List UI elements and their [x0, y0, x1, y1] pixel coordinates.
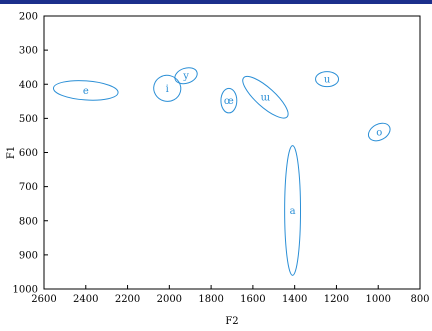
y-tick-label: 1000 [13, 285, 38, 296]
y-tick-label: 200 [19, 12, 38, 23]
vowel-label: u [324, 75, 331, 86]
vowel-ellipse [367, 122, 391, 142]
vowel-ellipse [52, 80, 119, 101]
x-tick-label: 2400 [73, 294, 98, 305]
x-tick-label: 1600 [240, 294, 265, 305]
x-tick-label: 1200 [324, 294, 349, 305]
x-tick-label: 1000 [365, 294, 390, 305]
vowel-ellipse [315, 71, 340, 88]
y-tick-label: 800 [19, 216, 38, 227]
x-ticks: 2600 2400 2200 2000 1800 1600 1400 1200 1000 800 [31, 285, 430, 305]
x-tick-label: 2600 [31, 294, 56, 305]
x-tick-label: 1800 [198, 294, 223, 305]
vowel-ellipses: e i y œ ɯ u o a [52, 67, 391, 276]
vowel-label: œ [224, 96, 234, 107]
vowel-ellipse [242, 75, 289, 119]
vowel-label: a [290, 206, 296, 217]
y-tick-label: 400 [19, 80, 38, 91]
vowel-ellipse [174, 67, 198, 85]
y-tick-label: 600 [19, 148, 38, 159]
x-tick-label: 2200 [115, 294, 140, 305]
x-tick-label: 1400 [282, 294, 307, 305]
y-tick-label: 900 [19, 250, 38, 261]
plot-frame [43, 15, 421, 290]
y-tick-label: 700 [19, 182, 38, 193]
vowel-ellipse [153, 74, 182, 102]
y-tick-label: 500 [19, 114, 38, 125]
vowel-label: o [376, 128, 382, 139]
y-axis-label: F1 [6, 146, 17, 159]
x-tick-label: 2000 [157, 294, 182, 305]
vowel-label: e [83, 86, 89, 97]
vowel-label: i [166, 84, 169, 95]
y-tick-label: 300 [19, 46, 38, 57]
vowel-ellipse [220, 87, 238, 114]
x-axis-label: F2 [225, 316, 238, 327]
axes [43, 15, 421, 290]
vowel-label: ɯ [261, 93, 271, 104]
vowel-ellipse [284, 145, 302, 276]
y-ticks: 200 300 400 500 600 700 800 900 1000 [13, 12, 48, 296]
top-accent-bar [0, 0, 432, 4]
x-tick-label: 800 [410, 294, 429, 305]
vowel-label: y [182, 71, 189, 82]
